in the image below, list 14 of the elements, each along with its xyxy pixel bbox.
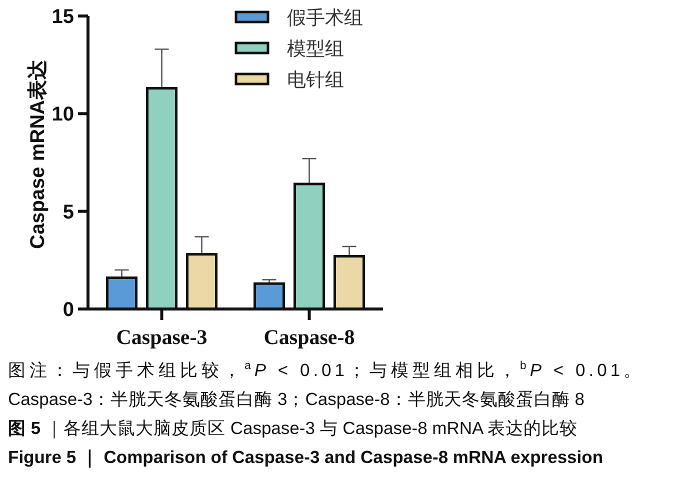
legend-label: 假手术组 bbox=[287, 8, 363, 29]
text: 图 5 ｜各组大鼠大脑皮质区 Caspase-3 与 Caspase-8 mRNA 表达的比较 bbox=[8, 416, 579, 440]
y-tick-label: 10 bbox=[52, 104, 74, 126]
x-tick-label: Caspase-8 bbox=[264, 325, 355, 349]
text: Caspase-3：半胱天冬氨酸蛋白酶 3；Caspase-8：半胱天冬氨酸蛋白酶 8 bbox=[8, 388, 586, 411]
legend-label: 模型组 bbox=[287, 39, 344, 60]
legend-label: 电针组 bbox=[287, 70, 344, 91]
y-tick-label: 15 bbox=[52, 6, 74, 28]
y-tick-label: 5 bbox=[62, 201, 74, 224]
y-axis-title: Caspase mRNA表达 bbox=[27, 60, 49, 249]
text: 图注：与假手术组比较，$^{a}$P < 0.01；与模型组相比，$^{b}$P < 0.01。 bbox=[8, 358, 646, 382]
caption: Figure 5 ｜ Comparison of Caspase-3 and Caspase-8 mRNA expression bbox=[8, 446, 604, 470]
x-tick-label: Caspase-3 bbox=[116, 325, 208, 349]
y-tick-label: 0 bbox=[62, 299, 74, 321]
